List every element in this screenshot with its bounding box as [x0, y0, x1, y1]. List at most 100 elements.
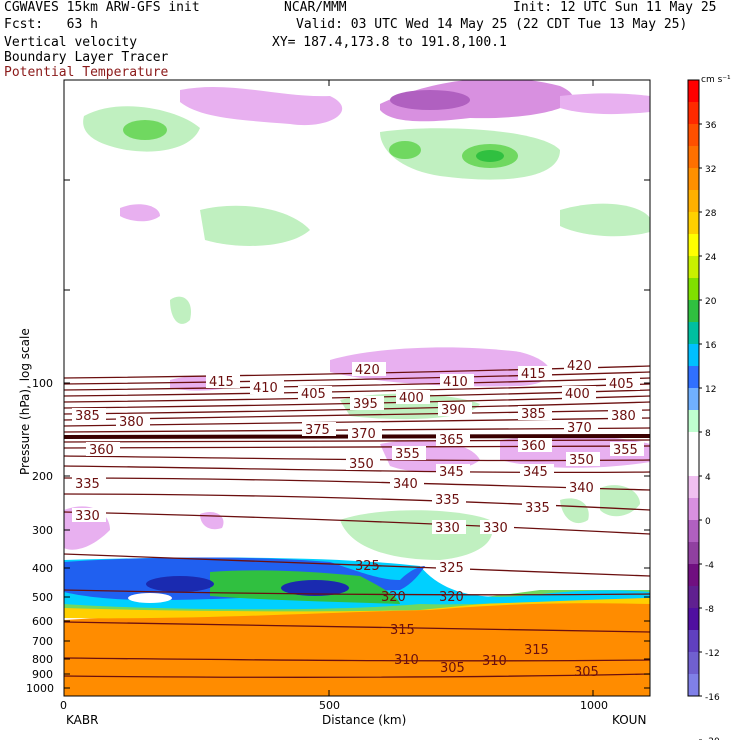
colorbar-label: 12 [705, 385, 716, 395]
colorbar-swatch [688, 168, 699, 191]
theta-label: 415 [209, 375, 234, 390]
theta-label: 340 [393, 477, 418, 492]
y-tick-label: 800 [32, 653, 53, 666]
theta-label: 385 [75, 409, 100, 424]
tracer-white-hole [128, 593, 172, 603]
theta-label: 390 [441, 403, 466, 418]
theta-label: 415 [521, 367, 546, 382]
theta-label: 400 [565, 387, 590, 402]
model-title: CGWAVES 15km ARW-GFS init [4, 0, 200, 15]
colorbar-swatch [688, 80, 699, 103]
colorbar-swatch [688, 652, 699, 675]
theta-label: 315 [390, 623, 415, 638]
theta-label: 355 [613, 443, 638, 458]
theta-label: 345 [439, 465, 464, 480]
theta-label: 320 [439, 590, 464, 605]
theta-label: 420 [567, 359, 592, 374]
colorbar-swatch [688, 344, 699, 367]
colorbar-swatch [688, 388, 699, 411]
updraft-green-right3 [560, 498, 589, 524]
theta-label: 405 [609, 377, 634, 392]
colorbar-label: 4 [705, 473, 711, 483]
colorbar-labels: 36 32 28 24 20 16 12 8 4 0 -4 -8 -12 -16 -20 [699, 121, 720, 740]
x-tick-labels: 0 500 1000 [60, 699, 608, 712]
colorbar-swatch [688, 322, 699, 345]
colorbar-label: 24 [705, 253, 717, 263]
downdraft-pink-right [560, 93, 650, 115]
colorbar-swatch [688, 520, 699, 543]
tracer-dark-blue-cell-2 [281, 580, 349, 596]
updraft-green-low [340, 510, 493, 560]
tracer-dark-blue-cell [146, 576, 214, 592]
colorbar-swatch [688, 234, 699, 257]
colorbar-swatch [688, 366, 699, 389]
theta-label: 305 [440, 661, 465, 676]
theta-label: 350 [349, 457, 374, 472]
updraft-green-small [170, 296, 191, 324]
init-time: Init: 12 UTC Sun 11 May 25 [513, 0, 717, 15]
y-tick-label: 400 [32, 562, 53, 575]
y-tick-label: 200 [32, 470, 53, 483]
colorbar-unit: cm s⁻¹ [701, 75, 731, 85]
colorbar-label: 20 [705, 297, 717, 307]
colorbar-swatch [688, 608, 699, 631]
colorbar-swatch [688, 190, 699, 213]
colorbar-label: 8 [705, 429, 711, 439]
field-vertical-velocity: Vertical velocity [4, 35, 138, 50]
boundary-layer-region [64, 598, 650, 696]
theta-label: 330 [75, 509, 100, 524]
theta-label: 335 [525, 501, 550, 516]
colorbar-swatch [688, 498, 699, 521]
plot-frame [63, 79, 651, 697]
colorbar-label: -4 [705, 561, 714, 571]
theta-label: 360 [89, 443, 114, 458]
theta-label: 325 [439, 561, 464, 576]
downdraft-pink-upper [180, 86, 343, 126]
theta-label: 360 [521, 439, 546, 454]
field-boundary-layer-tracer: Boundary Layer Tracer [4, 50, 169, 65]
colorbar-swatch [688, 542, 699, 565]
theta-labels: 420 420 415 415 410 410 405 405 395 400 … [72, 358, 644, 680]
theta-label: 410 [253, 381, 278, 396]
theta-label: 380 [119, 415, 144, 430]
colorbar-swatch [688, 102, 699, 125]
colorbar-swatch [688, 410, 699, 433]
x-axis-ticks [63, 80, 594, 696]
theta-label: 330 [435, 521, 460, 536]
theta-label: 325 [355, 559, 380, 574]
colorbar-label: 0 [705, 517, 711, 527]
updraft-green-dark [476, 150, 504, 162]
x-tick-label: 0 [60, 699, 67, 712]
colorbar [687, 79, 700, 697]
colorbar-label: 16 [705, 341, 717, 351]
colorbar-swatch [688, 454, 699, 477]
y-tick-label: 1000 [26, 682, 54, 695]
theta-label: 350 [569, 453, 594, 468]
xsection-endpoints: XY= 187.4,173.8 to 191.8,100.1 [272, 35, 507, 50]
x-tick-label: 1000 [580, 699, 608, 712]
theta-label: 310 [394, 653, 419, 668]
theta-label: 320 [381, 590, 406, 605]
theta-label: 340 [569, 481, 594, 496]
colorbar-label: 28 [705, 209, 717, 219]
colorbar-swatch [688, 674, 699, 697]
downdraft-pink-small2 [200, 511, 224, 530]
colorbar-label: -16 [705, 693, 720, 703]
station-start-label: KABR [66, 713, 98, 727]
updraft-green-right [560, 203, 650, 237]
y-tick-label: 600 [32, 615, 53, 628]
colorbar-label: 32 [705, 165, 716, 175]
theta-label: 310 [482, 654, 507, 669]
theta-label: 345 [523, 465, 548, 480]
theta-label: 370 [351, 427, 376, 442]
vertical-velocity-fill [64, 80, 650, 696]
colorbar-swatch [688, 630, 699, 653]
theta-label: 420 [355, 363, 380, 378]
colorbar-swatch [688, 564, 699, 587]
theta-label: 330 [483, 521, 508, 536]
valid-time: Valid: 03 UTC Wed 14 May 25 (22 CDT Tue … [296, 17, 688, 32]
y-axis-ticks [64, 179, 650, 689]
field-potential-temperature: Potential Temperature [4, 65, 169, 80]
updraft-green-core [123, 120, 167, 140]
